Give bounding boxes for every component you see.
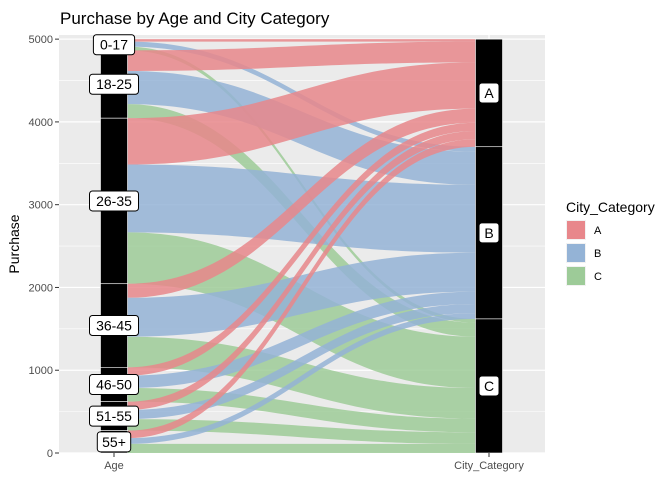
flow-55+-to-B xyxy=(127,313,476,444)
stratum-label-text: 26-35 xyxy=(96,193,132,209)
stratum-label-51-55: 51-55 xyxy=(89,405,139,427)
y-tick-label: 1000 xyxy=(29,365,53,377)
stratum-label-box xyxy=(92,34,136,56)
flow-51-55-to-B xyxy=(127,304,476,420)
stratum-label-0-17: 0-17 xyxy=(92,34,136,56)
flow-46-50-to-B xyxy=(127,291,476,389)
stratum-label-text: 0-17 xyxy=(100,37,128,53)
stratum-label-box xyxy=(89,190,139,212)
legend-label-B: B xyxy=(594,248,601,260)
flow-55+-to-C xyxy=(127,443,476,453)
legend-label-C: C xyxy=(594,271,602,283)
y-axis-title: Purchase xyxy=(6,214,22,273)
stratum-label-18-25: 18-25 xyxy=(89,73,139,95)
stratum-label-box xyxy=(478,82,500,104)
legend-key-C xyxy=(567,267,585,285)
x-tick-label: Age xyxy=(104,460,124,472)
flow-46-50-to-A xyxy=(127,122,476,376)
x-axis: Age City_Category xyxy=(104,453,524,472)
stratum-label-text: A xyxy=(484,85,494,101)
stratum-label-box xyxy=(478,222,500,244)
stratum-label-text: 51-55 xyxy=(96,408,132,424)
stratum-label-box xyxy=(89,315,139,337)
legend-title: City_Category xyxy=(566,199,655,215)
stratum-label-text: 18-25 xyxy=(96,76,132,92)
x-tick-label: City_Category xyxy=(454,460,524,472)
stratum-label-box xyxy=(89,405,139,427)
stratum-label-text: 46-50 xyxy=(96,377,132,393)
stratum-label-text: B xyxy=(484,225,493,241)
flow-51-55-to-A xyxy=(127,131,476,410)
legend-key-B xyxy=(567,244,585,262)
flow-36-45-to-B xyxy=(127,252,476,337)
y-tick-label: 5000 xyxy=(29,34,53,46)
flow-layer xyxy=(127,39,476,453)
stratum-label-text: C xyxy=(484,378,494,394)
flow-26-35-to-A xyxy=(127,62,476,165)
flow-55+-to-A xyxy=(127,139,476,439)
stratum-label-A: A xyxy=(478,82,500,104)
y-axis: 0 1000 2000 3000 4000 5000 xyxy=(29,34,59,460)
strata-layer: 0-17 18-25 26-35 36-45 46-50 51-55 55+ A B C xyxy=(89,34,503,454)
stratum-label-55+: 55+ xyxy=(96,431,132,453)
flow-0-17-to-A xyxy=(127,39,476,42)
stratum-label-box xyxy=(89,374,139,396)
legend-key-A xyxy=(567,221,585,239)
y-tick-label: 4000 xyxy=(29,117,53,129)
stratum-label-26-35: 26-35 xyxy=(89,190,139,212)
stratum-label-text: 55+ xyxy=(102,434,126,450)
flow-18-25-to-A xyxy=(127,41,476,72)
y-tick-label: 0 xyxy=(47,448,53,460)
stratum-label-C: C xyxy=(478,375,500,397)
legend-label-A: A xyxy=(594,225,602,237)
y-tick-label: 3000 xyxy=(29,200,53,212)
stratum-label-text: 36-45 xyxy=(96,318,132,334)
stratum-label-box xyxy=(96,431,132,453)
chart-title: Purchase by Age and City Category xyxy=(60,9,330,28)
y-tick-label: 2000 xyxy=(29,282,53,294)
stratum-label-46-50: 46-50 xyxy=(89,374,139,396)
flow-36-45-to-A xyxy=(127,108,476,298)
stratum-label-box xyxy=(478,375,500,397)
legend: City_Category ABC xyxy=(566,199,655,286)
stratum-label-box xyxy=(89,73,139,95)
stratum-label-B: B xyxy=(478,222,500,244)
stratum-label-36-45: 36-45 xyxy=(89,315,139,337)
